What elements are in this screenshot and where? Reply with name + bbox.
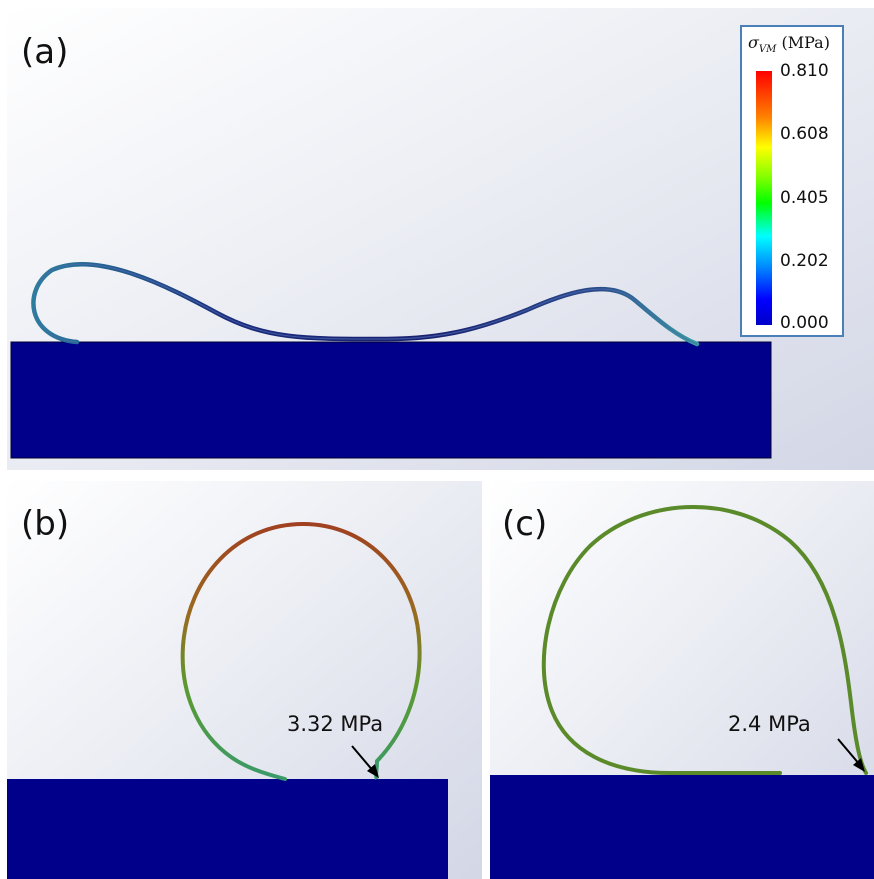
legend-unit: (MPa) bbox=[781, 33, 830, 52]
panel-c-label: (c) bbox=[502, 504, 548, 544]
panel-c-scene bbox=[490, 481, 874, 879]
panel-a: (a) σVM (MPa) 0.810 0.608 0.405 0.202 0.… bbox=[7, 8, 874, 470]
panel-b-label: (b) bbox=[21, 504, 70, 544]
annotation-arrow-head bbox=[853, 758, 865, 772]
loop-strip bbox=[180, 521, 422, 781]
legend-tick-label: 0.405 bbox=[780, 188, 829, 208]
teardrop-strip bbox=[541, 505, 868, 775]
panel-a-label: (a) bbox=[21, 32, 69, 72]
legend-tick-label: 0.810 bbox=[780, 61, 829, 81]
stress-colorbar-legend: σVM (MPa) 0.810 0.608 0.405 0.202 0.000 bbox=[740, 25, 844, 337]
substrate-block bbox=[10, 341, 772, 459]
legend-symbol: σ bbox=[748, 33, 759, 52]
legend-title: σVM (MPa) bbox=[748, 33, 830, 55]
annotation-arrow-head bbox=[367, 764, 379, 778]
legend-tick-label: 0.608 bbox=[780, 124, 829, 144]
panel-c: (c) 2.4 MPa bbox=[490, 481, 874, 879]
annotation-arrow bbox=[351, 745, 375, 773]
deformed-strip-core bbox=[32, 263, 698, 345]
legend-tick-label: 0.000 bbox=[780, 313, 829, 333]
panel-a-scene bbox=[7, 8, 874, 470]
peak-stress-annotation: 3.32 MPa bbox=[287, 712, 384, 736]
panel-b: (b) 3.32 MPa bbox=[7, 481, 482, 879]
panel-b-scene bbox=[7, 481, 482, 879]
annotation-arrow bbox=[837, 738, 861, 766]
peak-stress-annotation: 2.4 MPa bbox=[728, 712, 811, 736]
substrate-block bbox=[7, 779, 448, 879]
legend-color-bar bbox=[756, 71, 772, 325]
substrate-block bbox=[490, 775, 874, 879]
legend-tick-label: 0.202 bbox=[780, 251, 829, 271]
legend-subscript: VM bbox=[758, 44, 777, 56]
